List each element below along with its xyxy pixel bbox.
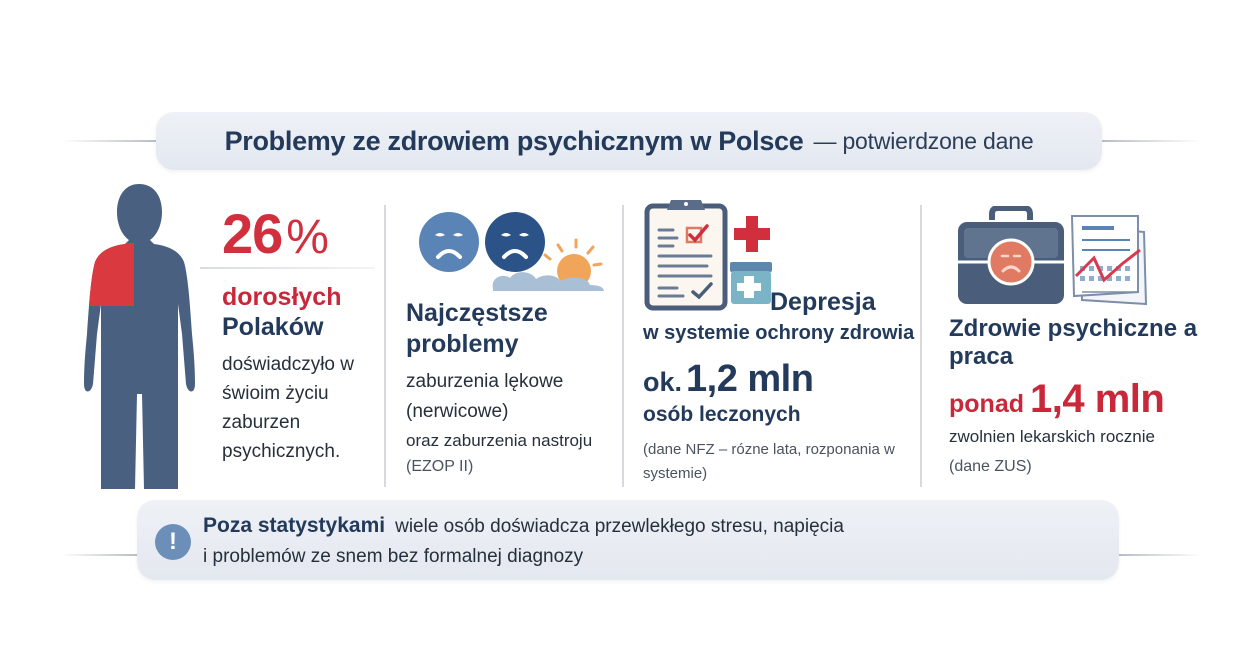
treated-label: osób leczonych (643, 403, 801, 426)
note-first-line: Poza statystykami wiele osób doświadcza p… (203, 514, 844, 538)
header-rule-right (1102, 140, 1202, 142)
title-banner: Problemy ze zdrowiem psychicznym w Polsc… (156, 112, 1102, 170)
depression-subtitle: w systemie ochrony zdrowia (643, 322, 915, 344)
source-ezop: (EZOP II) (406, 458, 474, 475)
sick-leave-count: ponad 1,4 mln (949, 377, 1165, 422)
depression-title: Depresja (770, 288, 876, 316)
note-heading: Poza statystykami (203, 514, 386, 537)
treated-count: ok. 1,2 mln (643, 358, 814, 401)
over-prefix: ponad (949, 390, 1024, 418)
neurotic-text: (nerwicowe) (406, 401, 509, 422)
work-title: Zdrowie psychiczne a praca (949, 315, 1198, 370)
adults-percentage: 26% (222, 201, 329, 266)
percent-sign: % (286, 211, 329, 264)
anxiety-disorders-text: zaburzenia lękowe (406, 371, 564, 392)
stat-underline (200, 267, 375, 269)
adults-description: doświadczyło w świoim życiu zaburzen psy… (222, 354, 354, 462)
sick-leave-value: 1,4 mln (1030, 377, 1165, 421)
sad-faces-cloud-icon (419, 212, 604, 291)
source-zus: (dane ZUS) (949, 458, 1032, 475)
info-note-banner: ! Poza statystykami wiele osób doświadcza… (137, 500, 1119, 580)
adults-label: dorosłych (222, 283, 342, 311)
column-divider (622, 205, 624, 487)
page-title: Problemy ze zdrowiem psychicznym w Polsc… (224, 125, 804, 156)
mood-disorders-text: oraz zaburzenia nastroju (406, 431, 593, 450)
poles-label: Polaków (222, 313, 324, 341)
page-subtitle: — potwierdzone dane (813, 127, 1034, 154)
column-divider (384, 205, 386, 487)
sick-leave-label: zwolnien lekarskich rocznie (949, 427, 1155, 446)
source-nfz: (dane NFZ – rózne lata, rozponania w sys… (643, 441, 895, 482)
clipboard-medical-icon (644, 200, 772, 311)
note-text-line2: i problemów ze snem bez formalnej diagno… (203, 546, 584, 567)
column-divider (920, 205, 922, 487)
percentage-value: 26 (222, 202, 283, 265)
header-rule-left (60, 140, 156, 142)
common-problems-title: Najczęstsze problemy (406, 299, 548, 358)
treated-value: 1,2 mln (686, 358, 814, 400)
footer-rule-right (1119, 554, 1202, 556)
approx-prefix: ok. (643, 367, 683, 397)
person-silhouette-icon (84, 184, 195, 489)
note-text-line1: wiele osób doświadcza przewlekłego stres… (395, 516, 844, 537)
exclamation-icon: ! (155, 524, 191, 560)
briefcase-sad-report-icon (958, 206, 1148, 306)
footer-rule-left (60, 554, 137, 556)
